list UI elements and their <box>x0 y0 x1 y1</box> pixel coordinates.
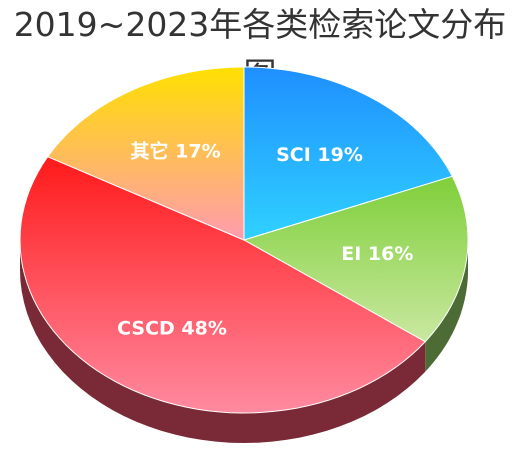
pie-sides <box>20 240 468 443</box>
pie-slice-EI <box>242 175 469 343</box>
pie-slice-SCI <box>243 66 454 241</box>
pie-slice-CSCD <box>19 156 427 414</box>
pie-slices <box>19 66 469 414</box>
pie-label-其它: 其它 17% <box>131 140 221 163</box>
pie-label-EI: EI 16% <box>341 243 413 265</box>
pie-labels: SCI 19% EI 16% CSCD 48% 其它 17% <box>117 140 413 340</box>
pie-label-SCI: SCI 19% <box>276 144 363 166</box>
pie-side-EI <box>425 240 468 372</box>
pie-label-CSCD: CSCD 48% <box>117 318 227 340</box>
pie-slice-其它 <box>46 66 245 241</box>
pie-side-CSCD <box>20 240 426 443</box>
